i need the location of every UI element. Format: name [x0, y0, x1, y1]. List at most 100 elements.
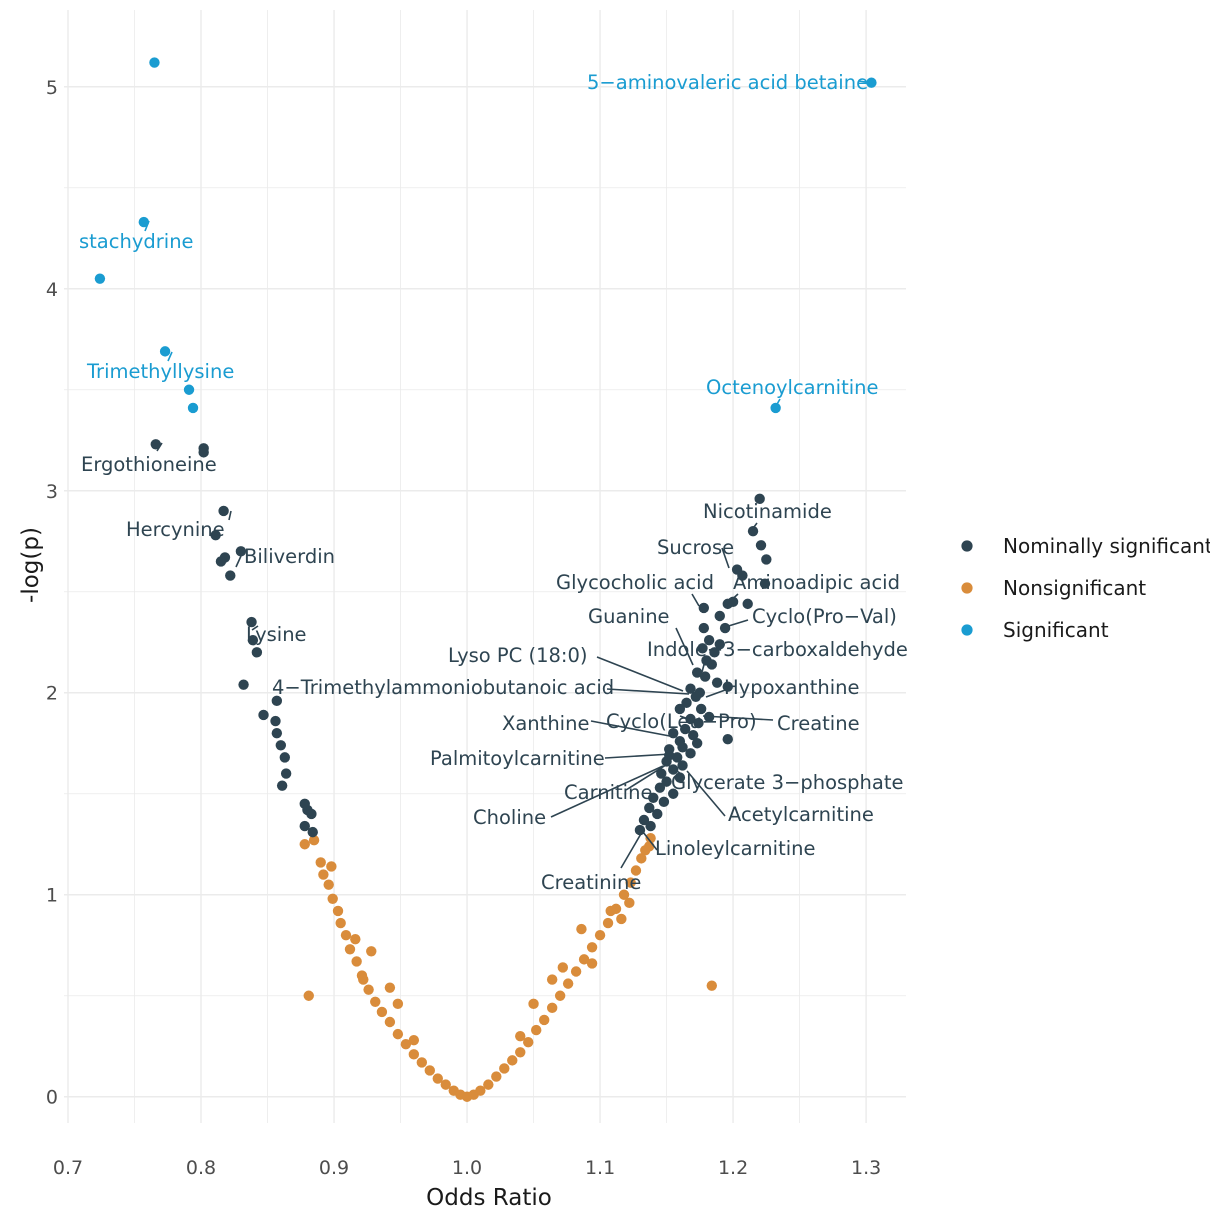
point-label: Sucrose: [657, 536, 734, 559]
data-point: [698, 622, 710, 634]
leader-line: [642, 831, 658, 851]
data-point: [640, 845, 651, 856]
data-point: [408, 1049, 420, 1060]
data-point: [538, 1014, 550, 1026]
data-point: [218, 505, 229, 517]
data-point: [645, 820, 656, 832]
leader-line: [686, 770, 726, 817]
leader-line: [604, 753, 672, 759]
legend-label: Nominally significant: [1003, 534, 1210, 558]
data-point: [747, 525, 759, 537]
data-point: [618, 889, 630, 900]
leader-line: [726, 593, 739, 605]
data-point: [515, 1047, 526, 1058]
data-point: [654, 782, 666, 793]
data-point: [699, 671, 711, 682]
data-point: [645, 832, 656, 844]
data-point: [605, 905, 616, 917]
data-point: [94, 273, 106, 284]
x-tick-label: 1.2: [718, 1157, 748, 1179]
leader-line: [156, 442, 163, 452]
data-point: [275, 740, 287, 751]
data-point: [677, 760, 688, 771]
point-label: Glycerate 3−phosphate: [671, 771, 904, 794]
leader-line: [691, 593, 700, 607]
data-point: [326, 861, 337, 872]
data-point: [523, 1037, 534, 1048]
data-point: [528, 998, 539, 1010]
data-point: [594, 929, 606, 941]
legend-label: Nonsignificant: [1003, 576, 1146, 600]
point-label: Hercynine: [126, 518, 225, 541]
data-point: [674, 703, 686, 715]
data-point: [424, 1065, 435, 1076]
data-point: [416, 1057, 428, 1068]
data-point: [276, 780, 288, 791]
data-point: [299, 839, 310, 850]
leader-line: [235, 555, 242, 568]
data-point: [225, 570, 236, 581]
data-point: [681, 697, 692, 709]
data-point: [761, 554, 772, 565]
data-point: [685, 683, 696, 694]
leader-line: [705, 688, 729, 698]
data-point: [491, 1071, 502, 1082]
leader-line: [858, 80, 867, 83]
point-label: Glycocholic acid: [556, 571, 714, 594]
x-tick-label: 1.1: [585, 1157, 615, 1179]
y-tick-label: 5: [46, 77, 58, 99]
legend: Nominally significant Nonsignificant Signi…: [961, 534, 1210, 642]
data-point: [198, 447, 209, 458]
leader-line: [721, 547, 730, 569]
data-point: [238, 679, 249, 690]
x-tick-label: 0.9: [319, 1157, 349, 1179]
point-label: Biliverdin: [244, 545, 335, 568]
data-point: [737, 570, 748, 581]
data-point: [578, 954, 590, 965]
leader-line: [606, 688, 690, 695]
data-point: [658, 796, 670, 808]
data-point: [235, 546, 247, 557]
data-point: [271, 727, 283, 739]
leader-line: [620, 831, 643, 869]
data-point: [332, 905, 344, 917]
point-labels: 5−aminovaleric acid betaine stachydrine Tr…: [79, 71, 908, 894]
data-point: [215, 556, 227, 567]
y-tick-label: 4: [46, 279, 58, 301]
data-point: [755, 540, 767, 551]
data-point: [636, 853, 647, 864]
data-point: [706, 659, 717, 670]
data-point: [714, 639, 725, 650]
y-axis-ticks: 0 1 2 3 4 5: [46, 77, 58, 1109]
point-label: Ergothioneine: [81, 453, 217, 476]
point-label: 5−aminovaleric acid betaine: [587, 71, 868, 94]
data-point: [679, 723, 691, 735]
data-point: [187, 402, 199, 414]
leader-line: [775, 398, 781, 407]
data-point: [562, 978, 574, 989]
data-point: [279, 752, 291, 763]
x-axis-ticks: 0.7 0.8 0.9 1.0 1.1 1.2 1.3: [53, 1157, 881, 1179]
point-label: Indole−3−carboxaldehyde: [647, 638, 908, 661]
point-label: Trimethyllysine: [86, 360, 234, 383]
data-point: [711, 677, 723, 688]
data-point: [149, 57, 160, 68]
point-label: stachydrine: [79, 230, 194, 253]
data-point: [400, 1039, 412, 1050]
leader-line: [596, 656, 684, 692]
data-point: [742, 598, 753, 610]
data-point: [392, 998, 404, 1010]
data-point: [271, 695, 283, 707]
data-point: [159, 346, 171, 357]
data-point: [586, 958, 598, 969]
data-point: [432, 1073, 443, 1084]
data-point: [323, 879, 334, 890]
point-label: Guanine: [588, 605, 670, 628]
point-label: Nicotinamide: [703, 500, 832, 523]
data-point: [661, 776, 672, 787]
x-tick-label: 0.8: [186, 1157, 216, 1179]
legend-key: [961, 582, 973, 594]
data-point: [303, 990, 314, 1001]
leader-line: [144, 220, 150, 232]
